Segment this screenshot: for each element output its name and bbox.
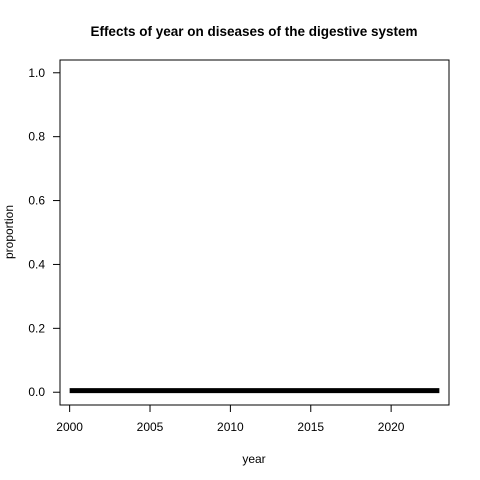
y-tick-label: 1.0 bbox=[28, 66, 45, 80]
x-axis: 2000 2005 2010 2015 2020 bbox=[56, 404, 405, 434]
y-tick-label: 0.4 bbox=[28, 257, 45, 271]
x-tick-label: 2020 bbox=[378, 420, 405, 434]
y-tick-label: 0.8 bbox=[28, 130, 45, 144]
x-tick-label: 2015 bbox=[297, 420, 324, 434]
y-tick-label: 0.2 bbox=[28, 321, 45, 335]
y-tick-label: 0.6 bbox=[28, 194, 45, 208]
y-tick-label: 0.0 bbox=[28, 385, 45, 399]
x-tick-label: 2010 bbox=[217, 420, 244, 434]
plot-frame bbox=[59, 59, 450, 406]
x-axis-label: year bbox=[242, 452, 265, 466]
x-tick-label: 2005 bbox=[137, 420, 164, 434]
y-axis-label: proportion bbox=[2, 205, 16, 259]
chart-title: Effects of year on diseases of the diges… bbox=[90, 24, 417, 39]
x-tick-label: 2000 bbox=[56, 420, 83, 434]
y-axis: 0.0 0.2 0.4 0.6 0.8 1.0 bbox=[28, 66, 61, 399]
